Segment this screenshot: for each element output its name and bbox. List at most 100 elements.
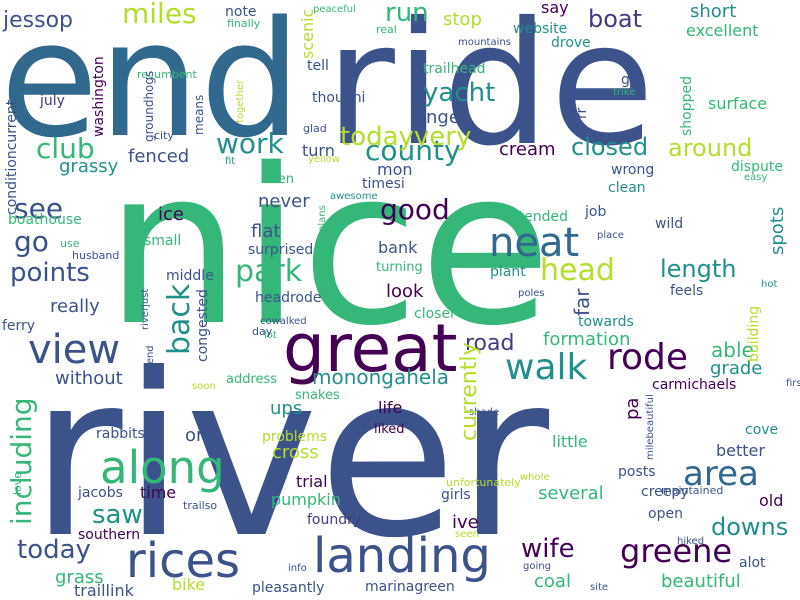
word-river: river [30,326,550,588]
word-trailso: trailso [183,499,218,512]
word-wrong: wrong [611,162,655,178]
word-short: short [690,1,737,22]
word-today: today [17,535,91,565]
word-timesi: timesi [362,176,405,192]
word-currently: currently [457,342,482,442]
word-life: life [378,398,403,417]
word-go: go [14,225,49,258]
word-including: including [5,397,38,525]
word-middle: middle [166,268,214,284]
word-pumpkin: pumpkin [271,490,341,509]
word-rr: rr [574,107,590,119]
word-plant: plant [490,264,526,280]
word-marinagreen: marinagreen [365,579,455,595]
word-real: real [376,23,397,36]
word-ive: ive [452,512,479,533]
word-riverjust: riverjust [140,288,151,330]
word-mon: mon [377,160,413,179]
word-boat: boat [588,5,643,33]
word-yacht: yacht [423,78,496,108]
word-unfortunately: unfortunately [446,476,521,489]
word-grade: grade [710,358,763,379]
word-open: open [648,506,683,522]
word-head: head [540,253,615,288]
word-towards: towards [578,314,634,330]
word-say: say [541,0,569,17]
word-landing: landing [313,528,491,584]
word-husband: husband [72,249,120,262]
word-ups: ups [270,398,303,419]
word-love: love [11,471,24,495]
word-really: really [50,296,100,317]
word-cowalked: cowalked [260,316,307,327]
word-spots: spots [767,206,788,255]
word-work: work [216,127,284,160]
word-seen: seen [455,529,479,540]
word-groundhogs: groundhogs [142,70,156,142]
word-pa: pa [622,397,643,420]
word-maintained: maintained [661,484,724,497]
word-turning: turning [376,260,423,275]
word-ice: ice [158,204,184,225]
word-milebeautiful: milebeautiful [645,394,656,460]
word-able: able [711,338,754,362]
word-run: run [385,0,429,28]
word-lot: lot [264,330,277,341]
word-good: good [380,193,450,226]
word-old: old [759,491,784,510]
word-recumbent: recumbent [137,68,197,81]
word-points: points [10,258,90,288]
word-formation: formation [543,329,631,350]
word-neat: neat [489,220,580,266]
word-use: use [60,237,80,250]
word-poles: poles [518,288,545,299]
word-trike: trike [613,87,636,98]
word-conditioncurrent: conditioncurrent [4,99,20,215]
word-cross: cross [272,442,319,463]
word-small: small [144,233,182,249]
word-glad: glad [303,122,327,135]
word-hot: hot [761,279,778,290]
word-website: website [513,21,568,37]
word-plans: plans [317,205,328,232]
word-great: great [283,310,458,387]
word-pleasantly: pleasantly [252,580,325,596]
word-soon: soon [192,381,216,392]
word-stop: stop [443,9,482,30]
word-several: several [538,483,604,504]
word-place: place [597,230,624,241]
word-bank: bank [378,238,418,257]
word-fit: fit [225,156,236,167]
word-back: back [162,283,197,355]
word-scenic: scenic [298,8,317,59]
word-liked: liked [374,422,405,437]
word-city: city [154,129,174,142]
word-problems: problems [262,429,328,445]
word-thoughi: thoughi [312,90,366,106]
word-hiked: hiked [677,536,705,547]
word-jacobs: jacobs [78,485,123,501]
word-first: first [786,378,800,389]
word-time: time [140,483,177,502]
word-area: area [683,454,759,494]
word-cream: cream [499,139,556,160]
word-county: county [365,134,461,167]
word-extend: extend [145,345,156,380]
word-site: site [590,582,609,593]
word-closer: closer [414,306,456,322]
word-finally: finally [227,17,261,30]
word-along: along [100,441,225,494]
word-info: info [288,563,307,574]
word-july: july [40,93,65,109]
word-shade: shade [469,407,500,418]
word-posts: posts [618,464,656,480]
word-clean: clean [608,180,646,196]
word-wild: wild [655,216,684,232]
word-length: length [660,255,737,283]
word-flat: flat [251,221,281,242]
word-wife: wife [521,534,575,564]
word-dispute: dispute [731,159,783,175]
word-extended: extended [502,209,569,225]
word-southern: southern [78,527,141,543]
word-going: going [523,561,551,572]
